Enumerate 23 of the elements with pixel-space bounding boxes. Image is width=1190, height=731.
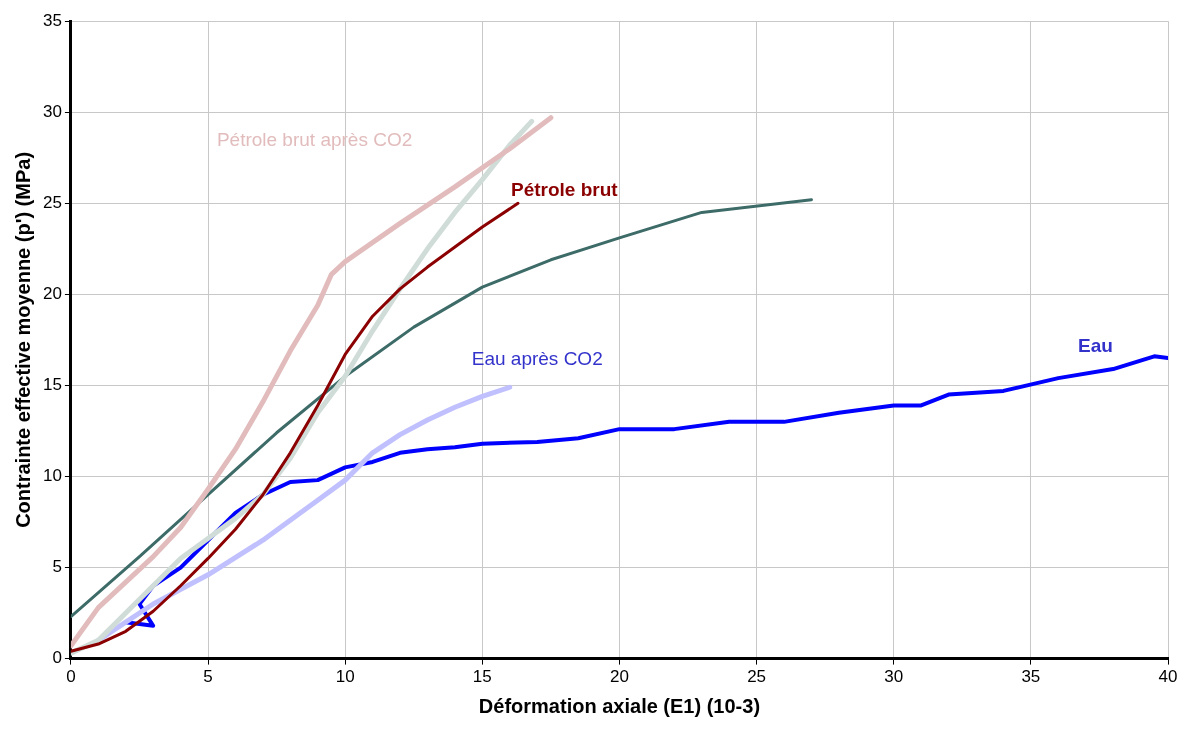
y-tick-label: 30	[42, 101, 62, 121]
x-tick-label: 30	[884, 667, 904, 687]
y-tick-label: 20	[42, 284, 62, 304]
x-tick-label: 40	[1158, 667, 1178, 687]
x-tick-label: 0	[66, 667, 76, 687]
y-tick-label: 10	[42, 466, 62, 486]
y-axis-title: Contrainte effective moyenne (p') (MPa)	[11, 151, 34, 528]
x-tick-label: 20	[609, 667, 629, 687]
x-tick-label: 5	[203, 667, 213, 687]
series-label: Eau	[1078, 335, 1113, 357]
y-tick-label: 25	[42, 193, 62, 212]
text: Pétrole brut après CO2	[216, 128, 413, 150]
x-axis-title: Déformation axiale (E1) (10-3)	[478, 694, 761, 717]
x-tick-label: 10	[335, 667, 355, 687]
x-tick-label: 25	[747, 667, 767, 687]
y-tick-label: 15	[42, 375, 62, 395]
x-tick-label: 35	[1021, 667, 1041, 687]
x-tick-label: 15	[472, 667, 492, 687]
y-tick-label: 5	[52, 557, 62, 577]
y-tick-label: 35	[42, 10, 62, 30]
series-label: Eau après CO2	[471, 348, 603, 370]
series-label: Pétrole brut	[510, 179, 619, 201]
y-tick-label: 0	[52, 648, 62, 668]
